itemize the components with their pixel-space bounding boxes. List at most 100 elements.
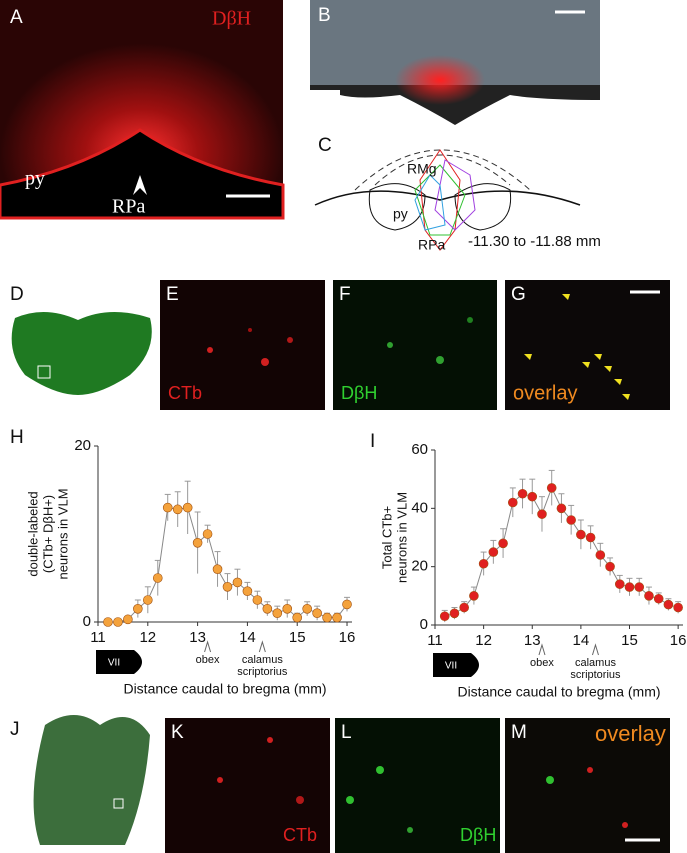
x-tick-label: 11 [90, 629, 106, 646]
data-point [624, 582, 635, 592]
section [11, 311, 152, 395]
inset-box [37, 365, 51, 379]
y-axis-label: (CTb+ DβH+) [40, 495, 55, 573]
panel-letter: J [10, 719, 20, 740]
panel-g: G overlay [505, 280, 670, 410]
panel-letter: G [511, 284, 526, 305]
data-point [576, 529, 586, 540]
label-region [395, 55, 485, 105]
panel-c: C RMg py RPa -11.30 to -11.88 mm [314, 135, 601, 253]
x-tick-label: 11 [427, 632, 443, 649]
x-tick-label: 16 [339, 629, 356, 646]
stain-label: DβH [460, 825, 496, 845]
data-point [302, 603, 312, 614]
y-axis-label: Total CTb+ [379, 506, 394, 569]
data-point [546, 483, 557, 493]
annotation-caret [538, 643, 546, 656]
x-tick-label: 12 [139, 629, 156, 646]
micrograph [160, 280, 325, 410]
x-tick-label: 15 [621, 632, 638, 649]
region-label: py [393, 206, 408, 222]
x-tick-label: 14 [239, 629, 256, 646]
panel-k: K CTb [165, 718, 330, 853]
data-point [262, 603, 273, 614]
data-point [162, 502, 173, 513]
panel-d: D [10, 284, 152, 395]
data-point [282, 603, 293, 614]
data-point [605, 561, 615, 572]
data-point [202, 529, 213, 539]
panel-letter: H [10, 427, 24, 448]
annotation: obex [196, 654, 220, 666]
x-tick-label: 12 [475, 632, 492, 649]
stain-label: overlay [595, 721, 666, 746]
y-tick-label: 60 [411, 441, 428, 458]
annotation-caret [258, 640, 266, 653]
region-label: RMg [407, 161, 437, 177]
data-point [342, 599, 352, 610]
data-point [566, 515, 576, 525]
y-axis-label: neurons in VLM [55, 488, 70, 579]
tissue-edge [0, 128, 285, 220]
annotation: obex [530, 657, 554, 669]
vii-label: VII [445, 661, 457, 672]
data-point [222, 581, 233, 592]
data-point [478, 558, 489, 569]
vii-marker [96, 650, 142, 674]
y-axis-label: double-labeled [25, 491, 40, 576]
x-tick-label: 16 [670, 632, 687, 649]
annotation: calamus [575, 657, 616, 669]
panel-f: F DβH [333, 280, 497, 410]
annotation: calamus [242, 654, 283, 666]
panel-j: J [10, 715, 150, 845]
micrograph [333, 280, 497, 410]
x-tick-label: 13 [524, 632, 541, 649]
data-point [537, 509, 547, 519]
annotation: scriptorius [237, 666, 288, 678]
data-point [517, 488, 528, 499]
data-point [172, 504, 183, 515]
data-point [212, 564, 223, 575]
data-point [192, 537, 203, 548]
panel-letter: C [318, 135, 332, 156]
micrograph [335, 718, 500, 853]
y-tick-label: 0 [83, 613, 91, 630]
y-tick-label: 20 [74, 437, 91, 454]
data-point [312, 608, 322, 619]
x-tick-label: 15 [289, 629, 306, 646]
arrow [133, 175, 147, 195]
panel-letter: B [318, 5, 331, 26]
panel-m: M overlay [505, 718, 670, 853]
panel-letter: A [10, 7, 23, 28]
panel-letter: L [341, 722, 352, 743]
x-tick-label: 13 [189, 629, 206, 646]
data-point [508, 497, 518, 508]
panel-letter: D [10, 284, 24, 305]
micrograph [505, 718, 670, 853]
region-label: RPa [112, 196, 145, 218]
data-point [182, 502, 193, 513]
data-point [634, 582, 645, 592]
data-point [103, 617, 113, 627]
x-tick-label: 14 [573, 632, 590, 649]
data-point [595, 550, 606, 560]
tissue [310, 85, 600, 125]
vii-marker [433, 653, 479, 677]
data-point [322, 612, 332, 623]
data-point [113, 617, 123, 627]
panel-letter: I [370, 431, 375, 452]
data-point [133, 603, 143, 614]
micrograph [165, 718, 330, 853]
y-tick-label: 40 [411, 499, 428, 516]
x-axis-label: Distance caudal to bregma (mm) [123, 681, 326, 697]
micrograph [505, 280, 670, 410]
panel-letter: E [166, 284, 179, 305]
region-label: RPa [418, 237, 445, 253]
panel-letter: F [339, 284, 351, 305]
panel-b: B [310, 0, 600, 125]
series-line [107, 507, 348, 623]
annotation-caret [204, 640, 212, 653]
panel-a: A DβH py RPa [0, 0, 285, 220]
vii-label: VII [108, 658, 120, 669]
